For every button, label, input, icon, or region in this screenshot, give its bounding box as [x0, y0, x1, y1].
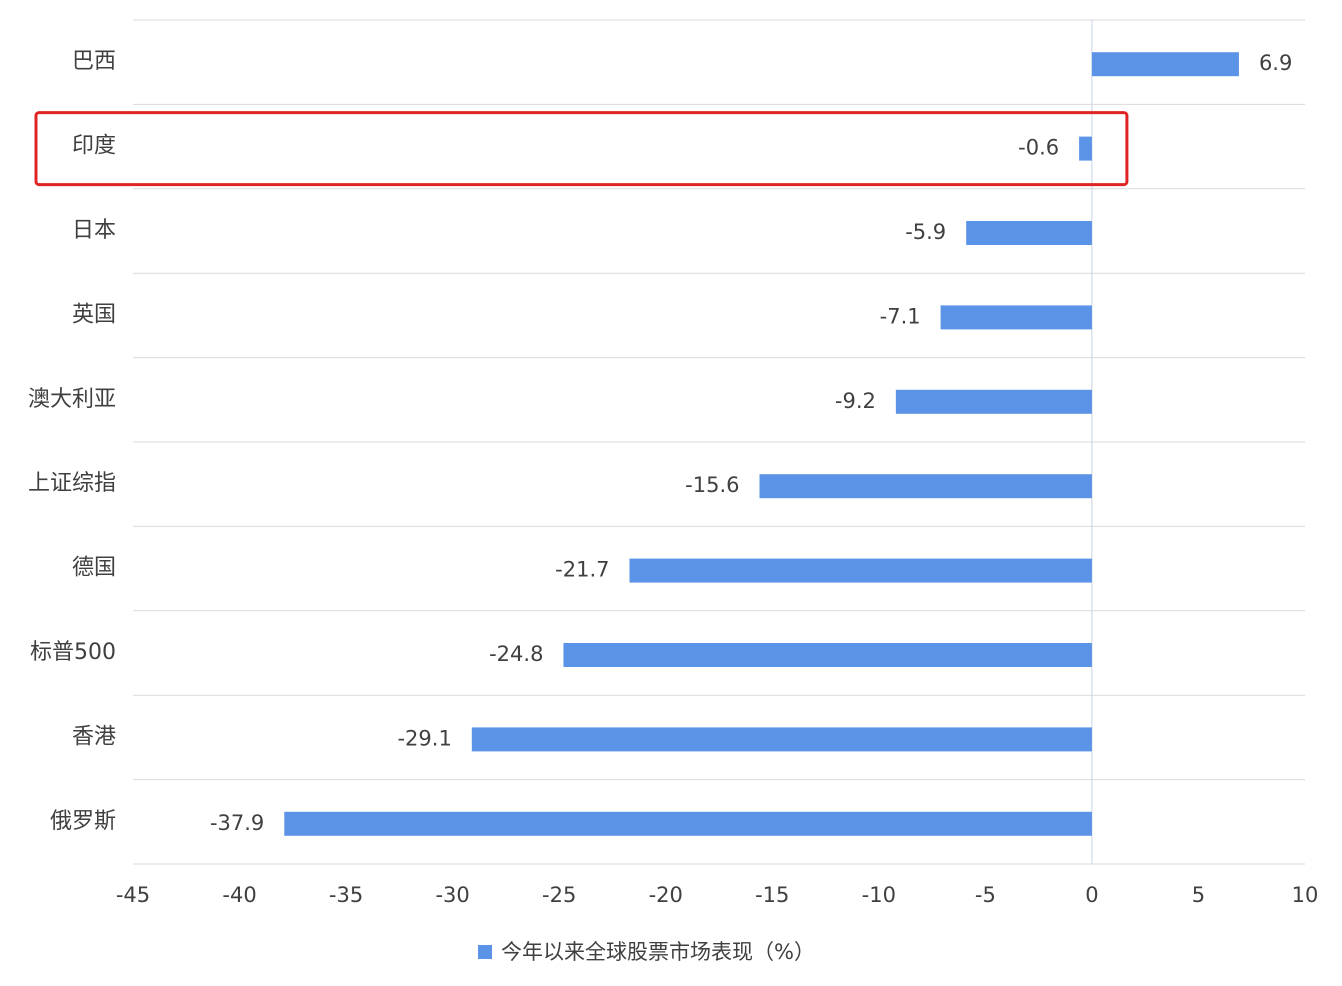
x-tick-label: -30	[435, 883, 469, 907]
bar-印度	[1079, 136, 1092, 161]
highlight-layer	[34, 111, 1129, 187]
bar-德国	[629, 558, 1092, 583]
bar-上证综指	[759, 474, 1092, 499]
x-tick-label: -40	[222, 883, 256, 907]
x-tick-label: -45	[116, 883, 150, 907]
x-tick-label: -10	[862, 883, 896, 907]
category-label: 印度	[72, 134, 116, 159]
bar-标普500	[563, 643, 1092, 667]
labels-layer: 巴西 6.9 印度 -0.6 日本 -5.9 英国 -7.1 澳大利亚 -9.2 上证综指 -15.6…	[28, 49, 1292, 835]
category-label: 英国	[72, 302, 116, 327]
x-tick-label: 5	[1192, 883, 1205, 907]
data-label: 6.9	[1259, 51, 1292, 75]
data-label: -7.1	[880, 304, 921, 328]
axis-layer: -45 -40 -35 -30 -25 -20 -15 -10 -5 0 5 10	[116, 883, 1319, 907]
x-tick-label: -35	[329, 883, 363, 907]
bar-澳大利亚	[895, 389, 1092, 414]
x-tick-label: -25	[542, 883, 576, 907]
bar-俄罗斯	[284, 811, 1092, 836]
category-label: 澳大利亚	[28, 387, 116, 412]
bars-layer	[284, 52, 1239, 836]
category-label: 巴西	[72, 49, 116, 74]
category-label: 德国	[72, 556, 116, 581]
highlight-box	[34, 111, 1129, 187]
legend-label: 今年以来全球股票市场表现（%）	[501, 940, 815, 964]
data-label: -0.6	[1018, 136, 1059, 160]
category-label: 日本	[72, 218, 116, 243]
x-tick-label: -15	[755, 883, 789, 907]
legend: 今年以来全球股票市场表现（%）	[478, 940, 815, 964]
category-label: 香港	[72, 724, 116, 749]
bar-英国	[940, 305, 1092, 330]
data-label: -15.6	[685, 473, 739, 497]
x-tick-label: 0	[1085, 883, 1098, 907]
data-label: -29.1	[397, 726, 451, 750]
bar-巴西	[1091, 52, 1239, 77]
x-tick-label: -5	[975, 883, 996, 907]
category-label: 俄罗斯	[50, 809, 116, 834]
data-label: -37.9	[210, 811, 264, 835]
bar-日本	[966, 221, 1092, 245]
data-label: -24.8	[489, 642, 543, 666]
category-label: 标普500	[30, 640, 116, 665]
data-label: -21.7	[555, 558, 609, 582]
category-label: 上证综指	[28, 471, 116, 496]
data-label: -9.2	[835, 389, 876, 413]
x-tick-label: -20	[649, 883, 683, 907]
data-label: -5.9	[905, 220, 946, 244]
x-tick-label: 10	[1292, 883, 1319, 907]
grid-layer	[133, 19, 1305, 865]
bar-香港	[471, 727, 1092, 752]
legend-swatch	[478, 945, 492, 959]
